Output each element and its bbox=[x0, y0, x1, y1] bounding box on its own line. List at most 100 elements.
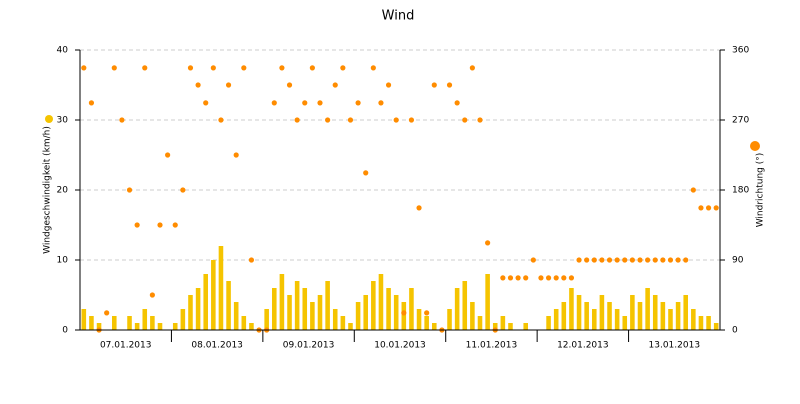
point bbox=[309, 65, 315, 71]
bar bbox=[157, 323, 163, 330]
bar bbox=[698, 316, 704, 330]
point bbox=[667, 257, 674, 263]
point bbox=[302, 100, 308, 106]
bar bbox=[462, 281, 468, 330]
bar bbox=[325, 281, 330, 330]
bar bbox=[447, 309, 452, 330]
bar bbox=[378, 274, 384, 330]
point bbox=[393, 117, 399, 123]
y2-tick-label: 180 bbox=[732, 186, 749, 196]
bar bbox=[195, 288, 201, 330]
point bbox=[713, 205, 719, 211]
chart-title: Wind bbox=[382, 9, 415, 24]
point bbox=[500, 275, 506, 281]
x-tick-label: 09.01.2013 bbox=[283, 341, 335, 351]
point bbox=[530, 257, 536, 263]
point bbox=[561, 275, 567, 281]
point bbox=[591, 257, 597, 263]
bar bbox=[294, 281, 300, 330]
x-tick-label: 11.01.2013 bbox=[466, 341, 518, 351]
point bbox=[660, 257, 666, 263]
point bbox=[645, 257, 651, 263]
point bbox=[88, 100, 95, 106]
bar bbox=[584, 302, 589, 330]
point bbox=[332, 82, 338, 88]
point bbox=[363, 170, 369, 176]
point bbox=[523, 275, 529, 281]
bar bbox=[142, 309, 148, 330]
bar bbox=[279, 274, 285, 330]
point bbox=[690, 187, 696, 193]
point bbox=[157, 222, 163, 228]
bar bbox=[477, 316, 483, 330]
legend-marker bbox=[750, 141, 760, 151]
point bbox=[119, 117, 125, 123]
bar bbox=[226, 281, 231, 330]
point bbox=[424, 310, 430, 316]
bar bbox=[561, 302, 567, 330]
bar bbox=[637, 302, 643, 330]
bar bbox=[523, 323, 528, 330]
point bbox=[401, 310, 407, 316]
x-tick-label: 07.01.2013 bbox=[100, 341, 152, 351]
point bbox=[111, 65, 117, 71]
point bbox=[81, 65, 87, 71]
point bbox=[233, 152, 239, 158]
point bbox=[584, 257, 590, 263]
point bbox=[553, 275, 559, 281]
point bbox=[675, 257, 681, 263]
point bbox=[370, 65, 376, 71]
bar bbox=[576, 295, 582, 330]
point bbox=[622, 257, 628, 263]
point bbox=[477, 117, 483, 123]
bar bbox=[302, 288, 308, 330]
bar bbox=[386, 288, 391, 330]
y2-tick-label: 270 bbox=[732, 116, 749, 126]
bar bbox=[454, 288, 460, 330]
bar bbox=[355, 302, 361, 330]
bar bbox=[706, 316, 711, 330]
point bbox=[317, 100, 323, 106]
bar bbox=[500, 316, 506, 330]
bar bbox=[432, 323, 437, 330]
point bbox=[614, 257, 620, 263]
y2-tick-label: 360 bbox=[732, 46, 749, 56]
point bbox=[187, 65, 194, 71]
point bbox=[431, 82, 437, 88]
point bbox=[149, 292, 155, 298]
point bbox=[698, 205, 704, 211]
bar bbox=[96, 323, 102, 330]
bar bbox=[371, 281, 376, 330]
bar bbox=[150, 316, 155, 330]
bar bbox=[645, 288, 650, 330]
point bbox=[165, 152, 171, 158]
point bbox=[195, 82, 201, 88]
bar bbox=[409, 288, 414, 330]
point bbox=[576, 257, 582, 263]
point bbox=[637, 257, 643, 263]
bar bbox=[508, 323, 513, 330]
y-tick-label: 10 bbox=[57, 256, 69, 266]
x-tick-label: 08.01.2013 bbox=[191, 341, 243, 351]
y-tick-label: 40 bbox=[57, 46, 69, 56]
bar bbox=[241, 316, 247, 330]
bar bbox=[317, 295, 323, 330]
point bbox=[652, 257, 658, 263]
legend-marker bbox=[45, 115, 53, 123]
bar bbox=[310, 302, 315, 330]
bar bbox=[675, 302, 681, 330]
point bbox=[469, 65, 475, 71]
bar bbox=[211, 260, 216, 330]
point bbox=[203, 100, 209, 106]
point bbox=[180, 187, 186, 193]
bar bbox=[622, 316, 628, 330]
x-tick-label: 13.01.2013 bbox=[649, 341, 701, 351]
bar bbox=[172, 323, 178, 330]
y2-axis-title: Windrichtung (°) bbox=[756, 153, 766, 228]
bar bbox=[492, 323, 498, 330]
point bbox=[462, 117, 468, 123]
point bbox=[325, 117, 331, 123]
bar bbox=[553, 309, 559, 330]
bar bbox=[569, 288, 574, 330]
